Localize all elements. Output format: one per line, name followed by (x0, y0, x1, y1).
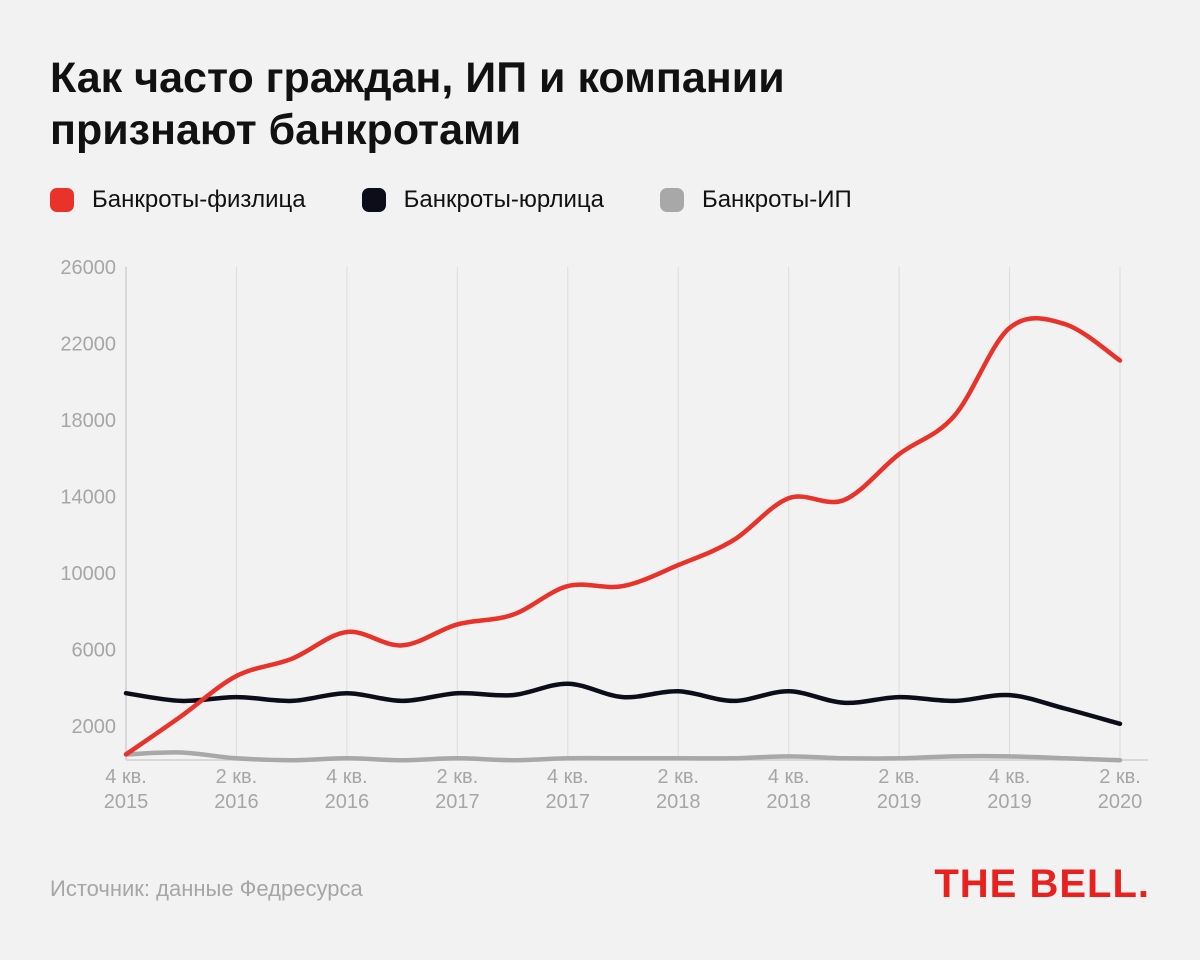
legend-item-individuals: Банкроты-физлица (50, 186, 306, 214)
x-tick-label-3: 2 кв. 2017 (435, 766, 480, 813)
series-line-entrepreneurs (123, 750, 1123, 763)
legend-label-entrepreneurs: Банкроты-ИП (701, 186, 852, 213)
legend-label-individuals: Банкроты-физлица (92, 186, 306, 213)
series-line-companies (123, 681, 1123, 727)
chart-title: Как часто граждан, ИП и компании признаю… (50, 52, 950, 156)
y-tick-label-2: 18000 (60, 410, 116, 432)
y-tick-label-6: 2000 (72, 716, 117, 738)
legend-swatch-individuals (50, 188, 74, 212)
legend-swatch-entrepreneurs (659, 188, 684, 212)
x-tick-label-7: 2 кв. 2019 (877, 766, 922, 813)
x-tick-label-2: 4 кв. 2016 (325, 766, 370, 813)
x-tick-label-0: 4 кв. 2015 (104, 766, 149, 813)
legend-label-companies: Банкроты-юрлица (403, 186, 604, 213)
the-bell-logo: THE BELL. (934, 862, 1150, 906)
legend-swatch-companies (361, 188, 386, 212)
y-tick-label-0: 26000 (60, 257, 116, 279)
x-tick-label-8: 4 кв. 2019 (987, 766, 1032, 813)
source-note: Источник: данные Федресурса (50, 876, 363, 901)
legend: Банкроты-физлица Банкроты-юрлица Банкрот… (50, 186, 908, 214)
x-tick-label-9: 2 кв. 2020 (1098, 766, 1143, 813)
legend-item-entrepreneurs: Банкроты-ИП (659, 186, 852, 214)
title-line-2: признают банкротами (50, 106, 522, 154)
y-tick-label-5: 6000 (72, 639, 117, 661)
series-line-individuals (123, 315, 1123, 757)
legend-item-companies: Банкроты-юрлица (361, 186, 604, 214)
x-tick-label-1: 2 кв. 2016 (214, 766, 259, 813)
title-line-1: Как часто граждан, ИП и компании (50, 54, 785, 102)
x-tick-label-6: 4 кв. 2018 (766, 766, 811, 813)
y-tick-label-4: 10000 (60, 563, 116, 585)
x-tick-label-5: 2 кв. 2018 (656, 766, 701, 813)
x-tick-label-4: 4 кв. 2017 (546, 766, 591, 813)
y-tick-label-3: 14000 (60, 486, 116, 508)
y-tick-label-1: 22000 (60, 333, 116, 355)
